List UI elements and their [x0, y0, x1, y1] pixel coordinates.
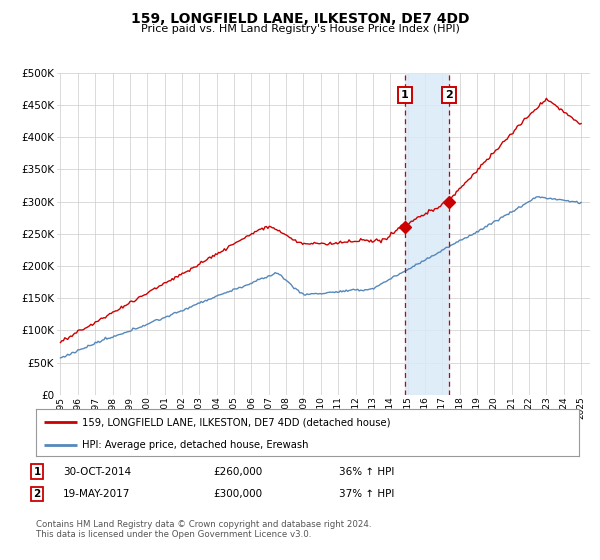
- Text: HPI: Average price, detached house, Erewash: HPI: Average price, detached house, Erew…: [82, 440, 308, 450]
- Text: £300,000: £300,000: [213, 489, 262, 499]
- Text: 30-OCT-2014: 30-OCT-2014: [63, 466, 131, 477]
- Text: 2: 2: [34, 489, 41, 499]
- Text: 37% ↑ HPI: 37% ↑ HPI: [339, 489, 394, 499]
- Text: 159, LONGFIELD LANE, ILKESTON, DE7 4DD: 159, LONGFIELD LANE, ILKESTON, DE7 4DD: [131, 12, 469, 26]
- Text: Price paid vs. HM Land Registry's House Price Index (HPI): Price paid vs. HM Land Registry's House …: [140, 24, 460, 34]
- Text: 1: 1: [34, 466, 41, 477]
- Text: 2: 2: [445, 90, 453, 100]
- Bar: [404, 73, 449, 395]
- Text: Contains HM Land Registry data © Crown copyright and database right 2024.
This d: Contains HM Land Registry data © Crown c…: [36, 520, 371, 539]
- Text: 159, LONGFIELD LANE, ILKESTON, DE7 4DD (detached house): 159, LONGFIELD LANE, ILKESTON, DE7 4DD (…: [82, 417, 391, 427]
- Text: 36% ↑ HPI: 36% ↑ HPI: [339, 466, 394, 477]
- Text: 19-MAY-2017: 19-MAY-2017: [63, 489, 130, 499]
- Text: 1: 1: [401, 90, 409, 100]
- Text: £260,000: £260,000: [213, 466, 262, 477]
